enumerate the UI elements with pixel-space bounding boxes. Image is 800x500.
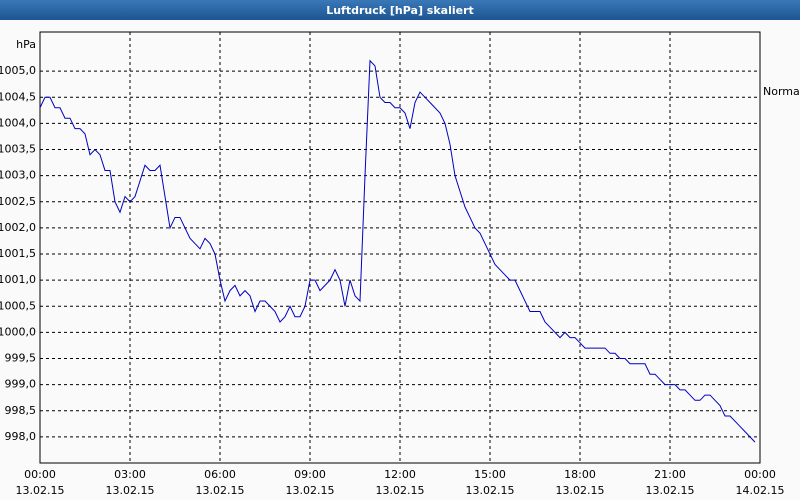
x-tick-date: 13.02.15 xyxy=(106,484,155,497)
x-tick-date: 14.02.15 xyxy=(736,484,785,497)
title-bar xyxy=(0,0,800,20)
x-tick-label: 21:00 xyxy=(654,468,686,481)
y-tick-label: 1003,5 xyxy=(0,143,36,156)
data-line xyxy=(39,59,756,443)
x-tick-date: 13.02.15 xyxy=(556,484,605,497)
y-tick-label: 1003,0 xyxy=(0,169,36,182)
x-tick-date: 13.02.15 xyxy=(16,484,65,497)
x-tick-label: 15:00 xyxy=(474,468,506,481)
y-tick-label: 998,5 xyxy=(5,404,37,417)
x-tick-date: 13.02.15 xyxy=(286,484,335,497)
y-tick-label: 1001,0 xyxy=(0,273,36,286)
x-tick-label: 18:00 xyxy=(564,468,596,481)
y-tick-label: 999,0 xyxy=(5,378,37,391)
y-tick-label: 998,0 xyxy=(5,430,37,443)
y-tick-label: 1004,5 xyxy=(0,90,36,103)
y-tick-label: 1000,5 xyxy=(0,299,36,312)
x-tick-date: 13.02.15 xyxy=(196,484,245,497)
y-tick-label: 1002,0 xyxy=(0,221,36,234)
y-tick-label: 1005,0 xyxy=(0,64,36,77)
y-unit: hPa xyxy=(16,38,36,51)
y-tick-label: 999,5 xyxy=(5,352,37,365)
plot-area xyxy=(39,31,761,464)
x-tick-label: 12:00 xyxy=(384,468,416,481)
y-tick-label: 1001,5 xyxy=(0,247,36,260)
x-tick-date: 13.02.15 xyxy=(646,484,695,497)
y-tick-label: 1002,5 xyxy=(0,195,36,208)
x-tick-label: 09:00 xyxy=(294,468,326,481)
chart-title: Luftdruck [hPa] skaliert xyxy=(326,4,474,17)
x-tick-date: 13.02.15 xyxy=(376,484,425,497)
reference-label: Normal xyxy=(763,85,800,98)
x-tick-label: 00:00 xyxy=(24,468,56,481)
y-tick-label: 1004,0 xyxy=(0,116,36,129)
x-tick-date: 13.02.15 xyxy=(466,484,515,497)
y-tick-label: 1000,0 xyxy=(0,325,36,338)
x-tick-label: 03:00 xyxy=(114,468,146,481)
x-tick-label: 06:00 xyxy=(204,468,236,481)
x-tick-label: 00:00 xyxy=(744,468,776,481)
